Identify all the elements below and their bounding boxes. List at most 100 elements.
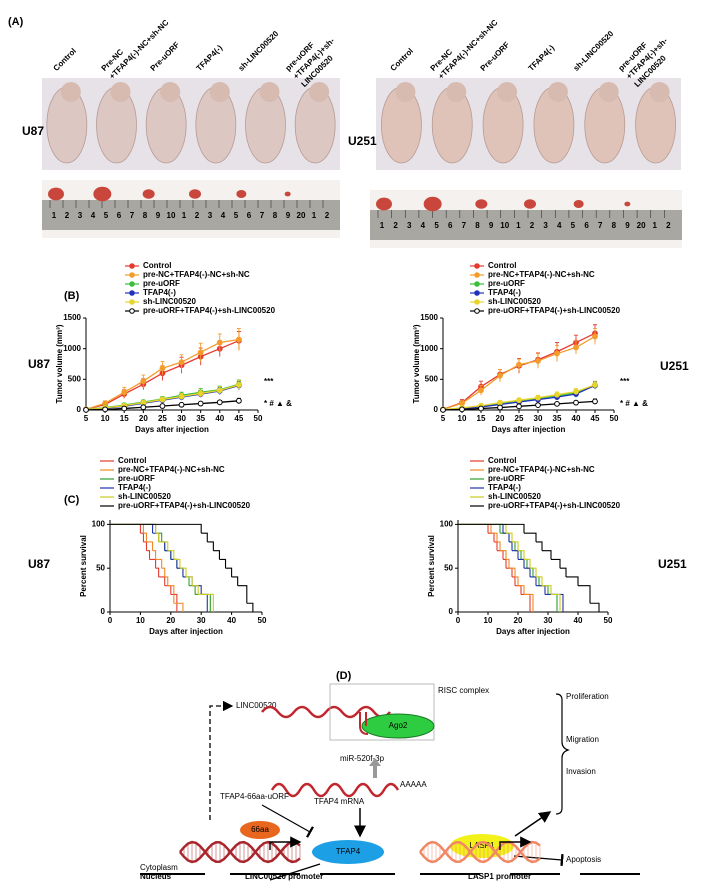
x-tick-label: 20 bbox=[496, 414, 505, 423]
survival-step bbox=[515, 576, 519, 586]
x-tick-label: 15 bbox=[477, 414, 486, 423]
legend-label: pre-NC+TFAP4(-)-NC+sh-NC bbox=[143, 270, 250, 279]
x-tick-label: 0 bbox=[108, 616, 113, 625]
legend-label: pre-uORF+TFAP4(-)+sh-LINC00520 bbox=[143, 306, 276, 315]
survival-step bbox=[176, 567, 184, 577]
survival-step bbox=[506, 558, 510, 569]
ruler-label: 5 bbox=[104, 211, 109, 220]
outcome: Proliferation bbox=[566, 692, 609, 701]
x-tick-label: 50 bbox=[604, 616, 613, 625]
survival-step bbox=[155, 558, 163, 569]
mir-label: miR-520f-3p bbox=[340, 754, 385, 763]
risc-label: RISC complex bbox=[438, 686, 489, 695]
legend-marker bbox=[474, 281, 480, 287]
ruler-label: 2 bbox=[666, 221, 671, 230]
data-point bbox=[478, 387, 484, 394]
mouse-head bbox=[160, 82, 181, 102]
x-tick-label: 5 bbox=[84, 414, 89, 423]
survival-step bbox=[143, 532, 148, 542]
data-point bbox=[459, 400, 465, 407]
transcription-arrow bbox=[269, 836, 302, 850]
ruler-label: 1 bbox=[380, 221, 385, 230]
ruler-label: 9 bbox=[625, 221, 630, 230]
ruler-label: 3 bbox=[208, 211, 213, 220]
ruler-label: 5 bbox=[571, 221, 576, 230]
dna-helix bbox=[419, 840, 541, 864]
ruler-label: 7 bbox=[260, 211, 265, 220]
ruler-label: 2 bbox=[393, 221, 398, 230]
ruler-label: 8 bbox=[273, 211, 278, 220]
legend-label: sh-LINC00520 bbox=[488, 297, 541, 306]
survival-step bbox=[155, 532, 160, 542]
ruler-label: 7 bbox=[130, 211, 135, 220]
y-tick-label: 1000 bbox=[63, 344, 81, 353]
cell-line-label: U251 bbox=[660, 359, 689, 373]
y-tick-label: 0 bbox=[449, 607, 454, 616]
ruler-label: 1 bbox=[516, 221, 521, 230]
legend-label: pre-uORF+TFAP4(-)+sh-LINC00520 bbox=[118, 501, 251, 510]
survival-step bbox=[518, 585, 525, 595]
survival-step bbox=[179, 567, 187, 577]
survival-step bbox=[509, 541, 513, 551]
mouse-head bbox=[209, 82, 230, 102]
legend-label: pre-uORF bbox=[488, 474, 525, 483]
survival-step bbox=[158, 541, 169, 551]
legend-marker bbox=[129, 299, 135, 305]
ruler-label: 6 bbox=[584, 221, 589, 230]
data-point bbox=[140, 399, 147, 406]
panel-label: (C) bbox=[64, 494, 80, 506]
significance: * # ▲ & bbox=[264, 399, 292, 408]
y-tick-label: 500 bbox=[425, 374, 439, 383]
survival-step bbox=[110, 523, 157, 534]
x-tick-label: 10 bbox=[101, 414, 110, 423]
significance: * # ▲ & bbox=[620, 399, 648, 408]
lasp1-label: LASP1 bbox=[470, 841, 495, 850]
legend-label: pre-uORF bbox=[143, 279, 180, 288]
survival-step bbox=[566, 576, 579, 586]
data-point bbox=[178, 359, 185, 366]
survival-step bbox=[536, 585, 546, 595]
brace bbox=[555, 693, 570, 815]
tfap4 bbox=[312, 840, 384, 864]
ruler-label: 1 bbox=[52, 211, 57, 220]
data-point bbox=[216, 399, 223, 406]
ruler-label: 5 bbox=[234, 211, 239, 220]
y-axis-label: Percent survival bbox=[427, 535, 436, 597]
data-point bbox=[535, 402, 541, 408]
x-tick-label: 15 bbox=[120, 414, 129, 423]
survival-step bbox=[110, 523, 202, 534]
data-point bbox=[535, 394, 541, 401]
data-point bbox=[554, 400, 560, 407]
data-point bbox=[235, 397, 242, 404]
x-tick-label: 20 bbox=[514, 616, 523, 625]
data-point bbox=[159, 403, 166, 409]
x-tick-label: 20 bbox=[166, 616, 175, 625]
data-point bbox=[140, 404, 147, 411]
survival-step bbox=[578, 585, 591, 604]
data-point bbox=[516, 361, 522, 368]
survival-step bbox=[524, 558, 531, 569]
data-point bbox=[573, 399, 579, 406]
lnc-label: LINC00520 bbox=[236, 701, 277, 710]
survival-step bbox=[110, 523, 154, 534]
mouse-head bbox=[259, 82, 280, 102]
ruler-label: 2 bbox=[325, 211, 330, 220]
tumor bbox=[48, 187, 64, 201]
survival-step bbox=[146, 550, 151, 560]
survival-step bbox=[458, 523, 489, 534]
x-tick-label: 30 bbox=[177, 414, 186, 423]
survival-step bbox=[521, 593, 531, 612]
data-point bbox=[121, 389, 128, 396]
cell-line-label: U251 bbox=[348, 134, 377, 148]
group-label: Control bbox=[389, 46, 415, 72]
ruler-label: 10 bbox=[167, 211, 176, 220]
survival-step bbox=[110, 523, 144, 534]
x-tick-label: 35 bbox=[553, 414, 562, 423]
survival-step bbox=[491, 532, 498, 542]
data-point bbox=[440, 406, 446, 413]
legend-marker bbox=[129, 308, 135, 314]
survival-step bbox=[225, 567, 233, 577]
x-tick-label: 45 bbox=[591, 414, 600, 423]
x-tick-label: 40 bbox=[572, 414, 581, 423]
data-point bbox=[178, 393, 185, 400]
